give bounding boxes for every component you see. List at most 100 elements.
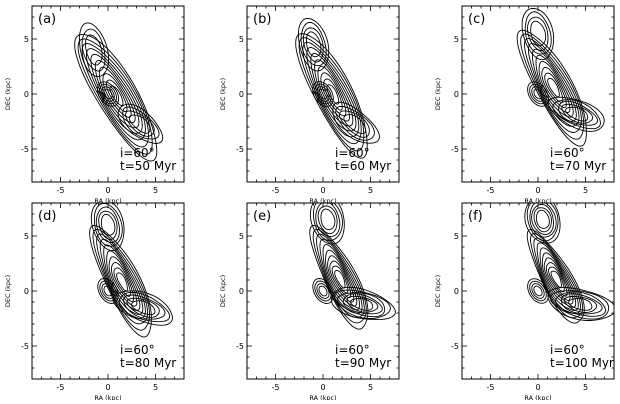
panel-label: (d) <box>38 209 56 224</box>
density-contour <box>327 255 355 303</box>
density-contour <box>536 242 579 311</box>
density-contour <box>552 99 601 130</box>
density-contour <box>521 7 555 61</box>
density-contour <box>302 41 362 145</box>
y-tick-label: 5 <box>24 232 29 241</box>
time-annotation: t=80 Myr <box>120 356 176 370</box>
density-contour <box>85 48 146 141</box>
density-contour <box>315 203 341 237</box>
panel-label: (a) <box>38 12 56 27</box>
density-contour <box>95 206 120 244</box>
density-contour <box>97 278 119 304</box>
density-contour <box>300 21 327 67</box>
density-contour <box>317 205 338 235</box>
density-contour <box>330 286 396 321</box>
inclination-annotation: i=60° <box>335 343 370 357</box>
plot-frame <box>31 202 185 380</box>
x-tick-label: -5 <box>487 383 495 392</box>
time-annotation: t=50 Myr <box>120 159 176 173</box>
x-axis-title: RA (kpc) <box>309 197 336 205</box>
density-contour <box>561 103 594 124</box>
density-contour <box>319 238 363 314</box>
x-tick-label: -5 <box>272 186 280 195</box>
panel-c: -5 0 5 5 0 -5 RA (kpc) DEC (kpc) (c) i=60°t=70 My… <box>434 5 615 205</box>
density-contour <box>531 86 545 102</box>
density-contour <box>316 283 330 299</box>
x-tick-label: -5 <box>57 383 65 392</box>
density-contour <box>318 88 328 100</box>
density-contour <box>93 203 123 247</box>
density-contour <box>123 294 166 320</box>
panel-label: (e) <box>253 209 271 224</box>
density-contour <box>337 292 386 318</box>
y-tick-label: 0 <box>454 287 459 296</box>
x-axis-title: RA (kpc) <box>94 197 121 205</box>
x-tick-label: 5 <box>583 186 588 195</box>
density-contour <box>318 285 328 297</box>
panel-e: -5 0 5 5 0 -5 RA (kpc) DEC (kpc) (e) i=60°t=90 My… <box>219 202 400 402</box>
density-contour <box>105 79 128 112</box>
density-contour <box>314 280 332 302</box>
density-contour <box>531 283 545 299</box>
panel-f: -5 0 5 5 0 -5 RA (kpc) DEC (kpc) (f) i=60°t=100 M… <box>434 202 615 402</box>
time-annotation: t=90 Myr <box>335 356 391 370</box>
density-contour <box>342 293 383 315</box>
density-contour <box>81 43 149 148</box>
y-axis-title: DEC (kpc) <box>219 78 227 110</box>
density-contour <box>126 297 160 318</box>
density-contour <box>338 110 370 138</box>
y-tick-label: 5 <box>454 35 459 44</box>
x-tick-label: 5 <box>583 383 588 392</box>
contour-group <box>516 7 605 147</box>
x-axis-title: RA (kpc) <box>309 394 336 400</box>
y-tick-label: 0 <box>24 90 29 99</box>
density-contour <box>323 78 343 111</box>
density-contour <box>110 262 135 302</box>
y-axis-title: DEC (kpc) <box>219 275 227 307</box>
density-contour <box>526 203 559 242</box>
time-annotation: t=100 Myr <box>550 356 614 370</box>
density-contour <box>329 260 352 299</box>
density-contour <box>314 83 332 105</box>
x-tick-label: 5 <box>368 383 373 392</box>
contour-group <box>89 203 173 338</box>
density-contour <box>313 203 343 242</box>
density-contour <box>295 33 368 159</box>
density-contour <box>560 293 603 315</box>
density-contour <box>309 203 345 245</box>
x-tick-label: -5 <box>272 383 280 392</box>
density-contour <box>96 81 120 107</box>
density-contour <box>90 53 143 134</box>
y-tick-label: 0 <box>239 90 244 99</box>
y-tick-label: 0 <box>239 287 244 296</box>
density-contour <box>565 106 589 122</box>
density-contour <box>312 278 334 304</box>
panel-b: -5 0 550-5RA (kpc)DEC (kpc)(b)i=60°t=60 My… <box>219 5 400 205</box>
density-contour <box>335 105 375 141</box>
density-contour <box>533 285 543 297</box>
contour-group <box>524 203 614 324</box>
density-contour <box>524 203 561 244</box>
density-contour <box>527 16 549 51</box>
density-contour <box>99 280 117 302</box>
y-axis-title: DEC (kpc) <box>434 78 442 110</box>
density-contour <box>530 233 584 319</box>
density-contour <box>85 34 103 66</box>
x-tick-label: 0 <box>105 186 110 195</box>
density-contour <box>103 88 113 100</box>
density-contour <box>99 238 146 319</box>
density-contour <box>524 11 552 55</box>
x-axis-title: RA (kpc) <box>524 197 551 205</box>
density-contour <box>555 291 606 317</box>
x-tick-label: 0 <box>105 383 110 392</box>
density-contour <box>297 17 330 72</box>
y-tick-label: 5 <box>454 232 459 241</box>
density-contour <box>122 106 160 140</box>
density-contour <box>116 272 128 292</box>
density-contour <box>549 290 610 320</box>
density-contour <box>529 280 547 302</box>
density-contour <box>545 262 568 297</box>
contour-group <box>295 17 380 159</box>
density-contour <box>541 252 574 305</box>
contour-group <box>309 203 396 330</box>
